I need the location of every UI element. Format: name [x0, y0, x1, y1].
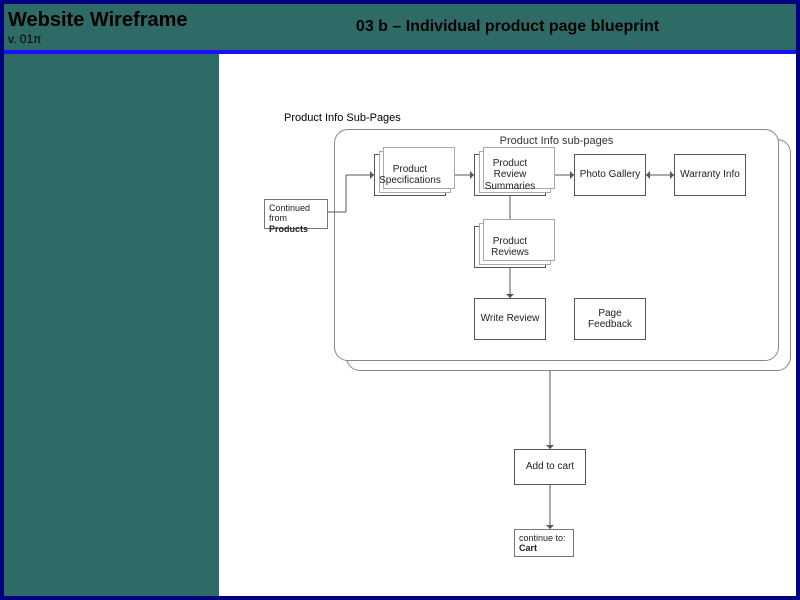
- node-page-feedback: PageFeedback: [574, 298, 646, 340]
- subpages-panel-caption: Product Info sub-pages: [335, 135, 778, 147]
- node-write-review: Write Review: [474, 298, 546, 340]
- header-title: Website Wireframe: [8, 9, 219, 32]
- node-warranty-info: Warranty Info: [674, 154, 746, 196]
- continued-from-line2: Products: [269, 224, 323, 234]
- continue-to-line1: continue to:: [519, 533, 569, 543]
- header-page-label: 03 b – Individual product page blueprint: [219, 4, 796, 50]
- page-frame: Website Wireframe v. 01π 03 b – Individu…: [0, 0, 800, 600]
- node-photo-gallery: Photo Gallery: [574, 154, 646, 196]
- diagram-section-title: Product Info Sub-Pages: [284, 112, 401, 124]
- header-bar: Website Wireframe v. 01π 03 b – Individu…: [4, 4, 796, 54]
- node-product-reviews: ProductReviews: [474, 226, 546, 268]
- continued-from-note: Continued fromProducts: [264, 199, 328, 229]
- continue-to-note: continue to:Cart: [514, 529, 574, 557]
- sidebar: [4, 54, 219, 596]
- product-page-flowchart: Product Info Sub-Pages Product Info sub-p…: [219, 54, 796, 596]
- node-product-review-summaries: ProductReviewSummaries: [474, 154, 546, 196]
- continue-to-line2: Cart: [519, 543, 569, 553]
- header-left: Website Wireframe v. 01π: [4, 4, 219, 50]
- continued-from-line1: Continued from: [269, 203, 323, 224]
- node-add-to-cart: Add to cart: [514, 449, 586, 485]
- header-version: v. 01π: [8, 32, 219, 46]
- content-area: Product Info Sub-Pages Product Info sub-p…: [219, 54, 796, 596]
- node-product-specifications: ProductSpecifications: [374, 154, 446, 196]
